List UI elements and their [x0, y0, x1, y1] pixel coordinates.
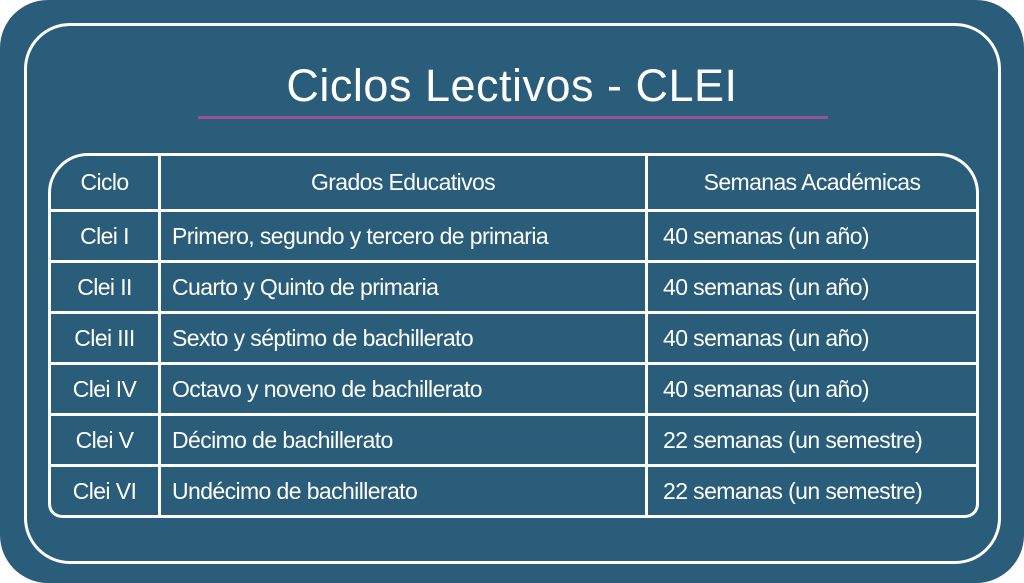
cell-grados: Décimo de bachillerato — [161, 416, 648, 467]
table-row: Clei I Primero, segundo y tercero de prim… — [48, 212, 979, 263]
cell-grados: Undécimo de bachillerato — [161, 467, 648, 518]
page-title: Ciclos Lectivos - CLEI — [286, 60, 738, 111]
inner-frame — [24, 23, 1001, 564]
header-row: Ciclo Grados Educativos Semanas Académic… — [48, 153, 979, 212]
cell-ciclo: Clei IV — [48, 365, 161, 416]
header-grados: Grados Educativos — [161, 153, 648, 212]
cell-semanas: 40 semanas (un año) — [648, 365, 979, 416]
cell-ciclo: Clei V — [48, 416, 161, 467]
cell-ciclo: Clei III — [48, 314, 161, 365]
cell-ciclo: Clei II — [48, 263, 161, 314]
table-row: Clei II Cuarto y Quinto de primaria 40 sem… — [48, 263, 979, 314]
cell-semanas: 40 semanas (un año) — [648, 212, 979, 263]
cell-grados: Octavo y noveno de bachillerato — [161, 365, 648, 416]
clei-table: Ciclo Grados Educativos Semanas Académic… — [48, 153, 979, 518]
table-row: Clei III Sexto y séptimo de bachillerato 4… — [48, 314, 979, 365]
cell-ciclo: Clei VI — [48, 467, 161, 518]
header-ciclo: Ciclo — [48, 153, 161, 212]
cell-semanas: 40 semanas (un año) — [648, 263, 979, 314]
cell-grados: Primero, segundo y tercero de primaria — [161, 212, 648, 263]
table-row: Clei IV Octavo y noveno de bachillerato 40… — [48, 365, 979, 416]
cell-grados: Sexto y séptimo de bachillerato — [161, 314, 648, 365]
table-row: Clei VI Undécimo de bachillerato 22 semana… — [48, 467, 979, 518]
cell-semanas: 22 semanas (un semestre) — [648, 416, 979, 467]
cell-grados: Cuarto y Quinto de primaria — [161, 263, 648, 314]
cell-ciclo: Clei I — [48, 212, 161, 263]
title-underline — [198, 116, 828, 119]
header-semanas: Semanas Académicas — [648, 153, 979, 212]
cell-semanas: 22 semanas (un semestre) — [648, 467, 979, 518]
cell-semanas: 40 semanas (un año) — [648, 314, 979, 365]
table-row: Clei V Décimo de bachillerato 22 semanas (… — [48, 416, 979, 467]
